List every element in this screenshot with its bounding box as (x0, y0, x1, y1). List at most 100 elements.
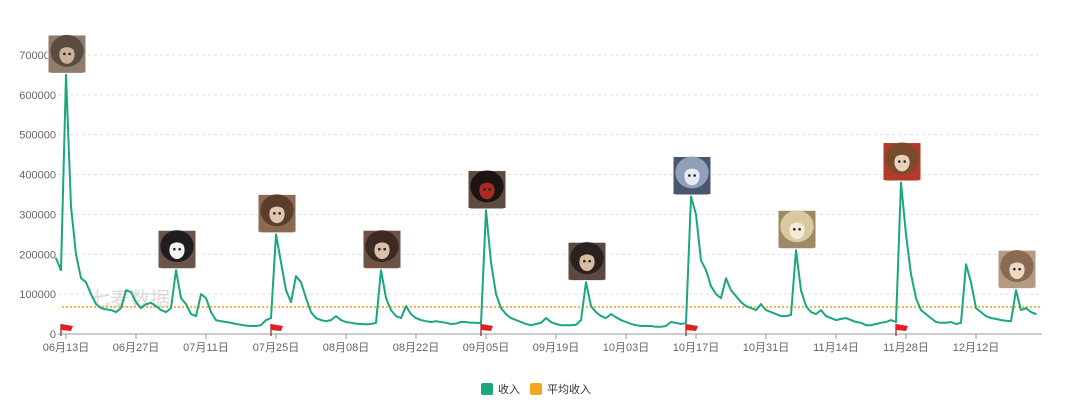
black-white-dog-icon[interactable] (157, 229, 197, 269)
data-point[interactable] (385, 297, 387, 299)
legend-item-average[interactable]: 平均收入 (530, 382, 591, 396)
data-point[interactable] (570, 324, 572, 327)
data-point[interactable] (70, 205, 72, 208)
data-point[interactable] (565, 324, 567, 327)
data-point[interactable] (925, 313, 927, 315)
data-point[interactable] (965, 263, 967, 266)
data-point[interactable] (395, 315, 397, 317)
data-point[interactable] (245, 324, 247, 327)
data-point[interactable] (995, 318, 997, 320)
data-point[interactable] (485, 209, 487, 212)
data-point[interactable] (325, 320, 327, 323)
data-point[interactable] (170, 307, 172, 309)
data-point[interactable] (435, 320, 437, 323)
data-point[interactable] (260, 324, 262, 327)
data-point[interactable] (515, 319, 517, 321)
data-point[interactable] (390, 309, 392, 311)
data-point[interactable] (855, 321, 857, 323)
data-point[interactable] (910, 273, 912, 276)
data-point[interactable] (230, 322, 232, 324)
data-point[interactable] (470, 322, 472, 324)
data-point[interactable] (155, 305, 157, 307)
data-point[interactable] (100, 307, 102, 309)
data-point[interactable] (980, 311, 982, 313)
data-point[interactable] (285, 289, 287, 292)
data-point[interactable] (950, 321, 952, 323)
data-point[interactable] (135, 301, 137, 303)
data-point[interactable] (440, 321, 442, 323)
data-point[interactable] (900, 181, 902, 184)
data-point[interactable] (220, 320, 222, 323)
data-point[interactable] (650, 325, 652, 327)
data-point[interactable] (175, 269, 177, 272)
data-point[interactable] (635, 324, 637, 327)
data-point[interactable] (830, 317, 832, 319)
data-point[interactable] (145, 303, 147, 305)
data-point[interactable] (870, 324, 872, 327)
data-point[interactable] (890, 319, 892, 321)
data-point[interactable] (745, 305, 747, 307)
gray-hair-cap-character-icon[interactable] (47, 34, 87, 74)
data-point[interactable] (575, 324, 577, 326)
data-point[interactable] (360, 323, 362, 325)
data-point[interactable] (865, 324, 867, 327)
data-point[interactable] (775, 313, 777, 315)
data-point[interactable] (310, 311, 312, 313)
data-point[interactable] (125, 289, 127, 292)
data-point[interactable] (895, 321, 897, 323)
data-point[interactable] (120, 307, 122, 309)
data-point[interactable] (880, 322, 882, 324)
data-point[interactable] (280, 261, 282, 264)
data-point[interactable] (710, 285, 712, 288)
data-point[interactable] (240, 324, 242, 326)
data-point[interactable] (875, 323, 877, 325)
data-point[interactable] (860, 322, 862, 324)
data-point[interactable] (330, 319, 332, 321)
red-flag-icon[interactable] (60, 324, 73, 336)
data-point[interactable] (200, 293, 202, 295)
data-point[interactable] (675, 322, 677, 324)
data-point[interactable] (645, 325, 647, 327)
data-point[interactable] (505, 313, 507, 315)
data-point[interactable] (765, 309, 767, 311)
data-point[interactable] (695, 213, 697, 216)
data-point[interactable] (365, 323, 367, 326)
data-point[interactable] (790, 314, 792, 316)
data-point[interactable] (670, 321, 672, 323)
data-point[interactable] (785, 315, 787, 317)
data-point[interactable] (735, 295, 737, 297)
data-point[interactable] (845, 317, 847, 319)
data-point[interactable] (1010, 320, 1012, 323)
data-point[interactable] (205, 297, 207, 299)
data-point[interactable] (140, 307, 142, 309)
data-point[interactable] (215, 319, 217, 321)
red-flag-icon[interactable] (480, 324, 493, 336)
data-point[interactable] (290, 301, 292, 303)
data-point[interactable] (465, 321, 467, 323)
data-point[interactable] (960, 322, 962, 324)
data-point[interactable] (905, 233, 907, 236)
data-point[interactable] (550, 321, 552, 323)
data-point[interactable] (185, 303, 187, 305)
data-point[interactable] (810, 311, 812, 313)
data-point[interactable] (305, 297, 307, 299)
data-point[interactable] (715, 293, 717, 295)
data-point[interactable] (605, 317, 607, 319)
data-point[interactable] (115, 311, 117, 313)
data-point[interactable] (190, 313, 192, 315)
data-point[interactable] (495, 293, 497, 295)
data-point[interactable] (500, 307, 502, 309)
data-point[interactable] (490, 261, 492, 264)
data-point[interactable] (95, 303, 97, 305)
data-point[interactable] (955, 323, 957, 325)
data-point[interactable] (665, 325, 667, 327)
data-point[interactable] (945, 322, 947, 324)
data-point[interactable] (90, 293, 92, 295)
data-point[interactable] (610, 313, 612, 315)
data-point[interactable] (935, 321, 937, 323)
data-point[interactable] (815, 313, 817, 315)
data-point[interactable] (180, 297, 182, 299)
data-point[interactable] (195, 315, 197, 317)
data-point[interactable] (350, 322, 352, 324)
data-point[interactable] (560, 324, 562, 327)
